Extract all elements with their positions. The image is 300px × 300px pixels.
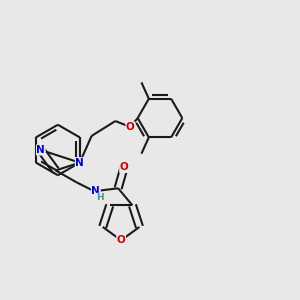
Text: N: N [37,145,45,155]
Text: N: N [75,158,84,168]
Text: N: N [92,186,100,196]
Text: O: O [126,122,135,132]
Text: H: H [96,193,103,202]
Text: O: O [117,235,125,245]
Text: O: O [120,163,128,172]
